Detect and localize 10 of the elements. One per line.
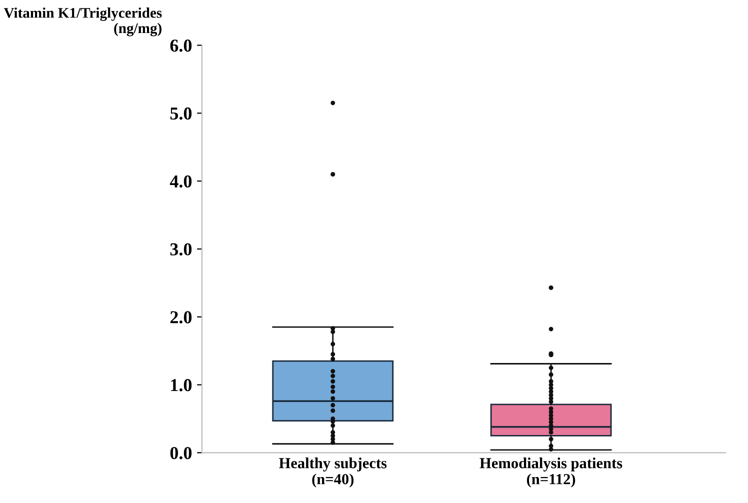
- y-axis-title: Vitamin K1/Triglycerides (ng/mg): [4, 8, 162, 36]
- y-tick-label: 4.0: [170, 175, 192, 188]
- y-tick-label: 3.0: [170, 243, 192, 256]
- y-tick-label: 5.0: [170, 107, 192, 120]
- y-tick-label: 6.0: [170, 40, 192, 52]
- y-tick-label: 1.0: [171, 379, 192, 392]
- x-tick-label: Healthy subjects (n=40): [279, 458, 387, 488]
- x-tick-label: Hemodialysis patients (n=112): [480, 458, 622, 488]
- y-tick-label: 0.0: [170, 446, 192, 460]
- y-tick-label: 2.0: [170, 311, 192, 324]
